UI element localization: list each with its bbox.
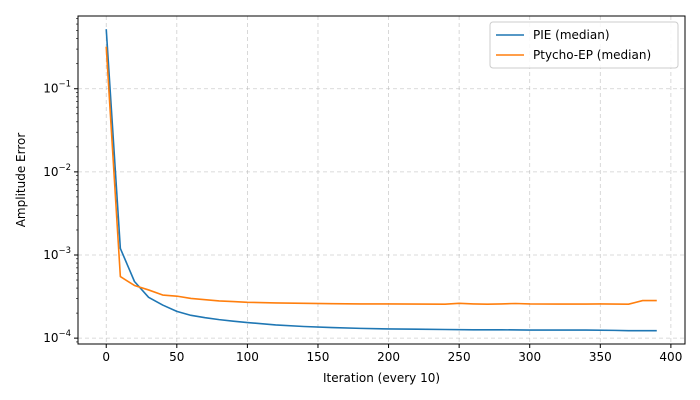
- x-tick-label: 50: [169, 350, 184, 364]
- x-axis-label: Iteration (every 10): [323, 371, 440, 385]
- series-lines: [105, 29, 657, 332]
- legend-box: [489, 21, 679, 69]
- legend-label: PIE (median): [533, 28, 610, 42]
- legend: PIE (median) Ptycho-EP (median): [489, 21, 679, 69]
- y-axis-label: Amplitude Error: [14, 133, 28, 228]
- grid: [78, 16, 685, 344]
- x-tick-label: 0: [102, 350, 110, 364]
- y-tick-label: 10−1: [43, 80, 71, 96]
- x-tick-label: 350: [589, 350, 612, 364]
- y-tick-label: 10−3: [43, 246, 71, 262]
- y-tick-label: 10−2: [43, 163, 71, 179]
- ticks: 0 50 100 150 200 250 300 350 400 10−4 10−3 10−2 10−1: [43, 18, 682, 364]
- x-tick-label: 400: [659, 350, 682, 364]
- x-tick-label: 150: [307, 350, 330, 364]
- series-line-ptycho-ep: [105, 46, 657, 306]
- x-tick-label: 100: [236, 350, 259, 364]
- legend-label: Ptycho-EP (median): [533, 48, 651, 62]
- series-line-pie: [105, 29, 657, 332]
- x-tick-label: 300: [518, 350, 541, 364]
- y-tick-label: 10−4: [43, 329, 71, 345]
- x-tick-label: 200: [377, 350, 400, 364]
- x-tick-label: 250: [448, 350, 471, 364]
